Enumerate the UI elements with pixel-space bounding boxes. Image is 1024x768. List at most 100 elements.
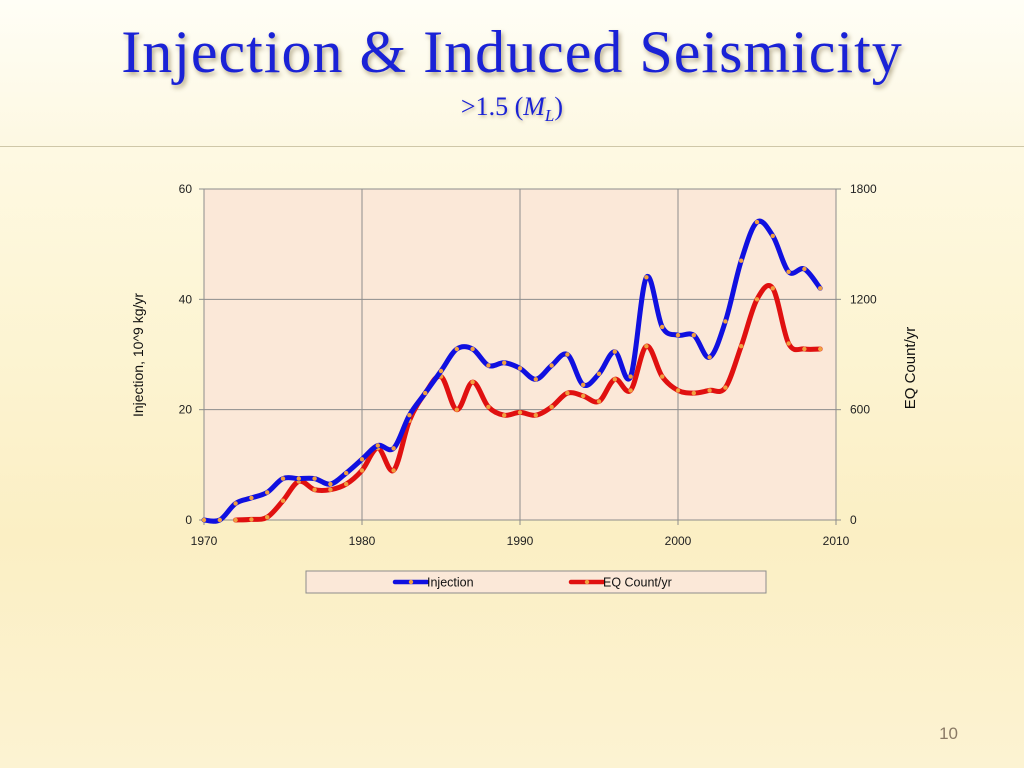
data-point-injection <box>502 360 507 365</box>
data-point-injection <box>612 349 617 354</box>
data-point-eq-count <box>628 388 633 393</box>
data-point-eq-count <box>280 498 286 503</box>
data-point-eq-count <box>517 410 523 415</box>
data-point-eq-count <box>707 388 712 393</box>
legend-marker-injection <box>408 579 414 585</box>
data-point-injection <box>707 355 712 360</box>
data-point-eq-count <box>454 407 459 412</box>
y2-axis-title: EQ Count/yr <box>902 327 919 410</box>
x-tick-label: 1990 <box>507 534 534 548</box>
data-point-eq-count <box>344 481 349 487</box>
data-point-eq-count <box>818 346 823 352</box>
legend-label-eq-count: EQ Count/yr <box>603 576 672 590</box>
data-point-eq-count <box>533 413 538 418</box>
data-point-injection <box>201 517 207 523</box>
data-point-injection <box>533 377 538 382</box>
data-point-injection <box>265 490 270 495</box>
data-point-injection <box>470 346 475 352</box>
x-tick-label: 1970 <box>191 534 218 548</box>
y-tick-label: 40 <box>179 292 193 306</box>
legend-marker-eq-count <box>584 579 590 585</box>
data-point-eq-count <box>644 344 649 349</box>
data-point-injection <box>786 269 791 274</box>
data-point-injection <box>233 501 238 506</box>
data-point-injection <box>517 366 523 371</box>
data-point-eq-count <box>596 399 602 404</box>
data-point-injection <box>375 443 380 448</box>
data-point-eq-count <box>486 404 491 410</box>
data-point-injection <box>754 219 760 225</box>
data-point-eq-count <box>723 385 728 390</box>
data-point-injection <box>407 413 412 418</box>
data-point-injection <box>454 346 459 352</box>
data-point-injection <box>359 457 365 462</box>
data-point-injection <box>581 382 586 387</box>
data-point-eq-count <box>549 404 554 410</box>
data-point-injection <box>344 470 349 476</box>
series-line-injection <box>201 218 823 524</box>
subtitle-subscript: L <box>544 106 555 126</box>
data-point-eq-count <box>249 517 254 522</box>
data-point-injection <box>691 333 696 338</box>
data-point-injection <box>486 363 491 368</box>
data-point-eq-count <box>802 346 807 352</box>
data-point-injection <box>423 390 428 396</box>
data-point-eq-count <box>391 468 396 473</box>
y2-tick-label: 0 <box>850 513 857 527</box>
data-point-injection <box>391 446 396 451</box>
slide-title: Injection & Induced Seismicity <box>121 19 903 85</box>
data-point-eq-count <box>265 515 270 520</box>
data-point-injection <box>438 368 444 374</box>
data-point-injection <box>312 476 317 481</box>
data-point-eq-count <box>359 468 365 473</box>
data-point-injection <box>328 481 333 487</box>
data-point-injection <box>296 476 301 481</box>
legend-label-injection: Injection <box>427 576 474 590</box>
legend-box <box>305 570 767 594</box>
data-point-eq-count <box>739 344 744 349</box>
y-tick-label: 20 <box>179 403 193 417</box>
y-tick-label: 0 <box>185 513 192 527</box>
data-point-injection <box>217 517 222 523</box>
data-point-eq-count <box>565 390 570 396</box>
data-point-eq-count <box>770 286 775 291</box>
x-tick-label: 2010 <box>823 534 850 548</box>
data-point-eq-count <box>470 379 475 385</box>
data-point-injection <box>770 233 775 239</box>
data-point-eq-count <box>581 393 586 399</box>
subtitle-prefix: >1.5 ( <box>460 92 524 121</box>
y-tick-label: 60 <box>179 182 193 196</box>
data-point-injection <box>644 275 649 280</box>
x-tick-label: 2000 <box>665 534 692 548</box>
data-point-injection <box>818 286 823 291</box>
data-point-injection <box>739 258 744 263</box>
data-point-injection <box>249 495 254 501</box>
data-point-injection <box>660 324 665 330</box>
data-point-eq-count <box>233 517 238 523</box>
page-number: 10 <box>939 724 958 743</box>
data-point-eq-count <box>786 341 791 346</box>
data-point-injection <box>549 363 554 368</box>
data-point-injection <box>802 266 807 272</box>
y2-tick-label: 1800 <box>850 182 877 196</box>
data-point-injection <box>280 476 286 481</box>
subtitle-symbol: M <box>523 92 545 121</box>
data-point-eq-count <box>328 487 333 492</box>
data-point-injection <box>565 352 570 357</box>
subtitle-suffix: ) <box>554 92 564 121</box>
data-point-eq-count <box>612 377 617 382</box>
data-point-eq-count <box>754 297 760 302</box>
data-point-eq-count <box>675 388 681 393</box>
x-tick-label: 1980 <box>349 534 376 548</box>
data-point-eq-count <box>660 374 665 379</box>
header-band <box>0 0 1024 147</box>
y2-tick-label: 600 <box>850 403 870 417</box>
y-axis-title: Injection, 10^9 kg/yr <box>130 293 146 417</box>
slide-subtitle: >1.5 (ML) <box>0 92 1024 126</box>
data-point-injection <box>675 333 681 338</box>
data-point-injection <box>628 374 633 379</box>
y2-tick-label: 1200 <box>850 292 877 306</box>
data-point-eq-count <box>691 390 696 396</box>
data-point-eq-count <box>502 413 507 418</box>
